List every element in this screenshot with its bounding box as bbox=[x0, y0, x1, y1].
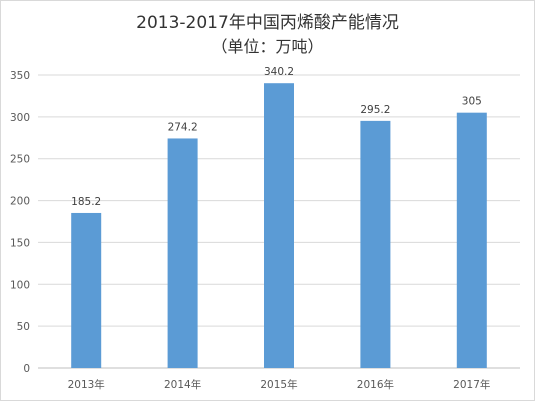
x-tick-label: 2017年 bbox=[453, 378, 490, 391]
data-label: 185.2 bbox=[71, 196, 101, 208]
x-tick-label: 2014年 bbox=[164, 378, 201, 391]
bar-2017年 bbox=[456, 112, 487, 369]
y-tick-label: 250 bbox=[10, 154, 30, 166]
y-tick-label: 150 bbox=[10, 237, 30, 249]
x-axis: 2013年 2014年 2015年 2016年 2017年 bbox=[68, 378, 491, 391]
bar-2013年 bbox=[71, 212, 102, 368]
y-tick-label: 50 bbox=[17, 321, 30, 333]
y-axis: 0 50 100 150 200 250 300 350 bbox=[10, 70, 30, 375]
bar-2014年 bbox=[167, 138, 198, 368]
data-labels: 185.2 274.2 340.2 295.2 305 bbox=[71, 66, 482, 208]
data-label: 305 bbox=[462, 96, 482, 108]
chart-subtitle: （单位：万吨） bbox=[211, 37, 324, 56]
bar-2016年 bbox=[360, 120, 391, 368]
data-label: 340.2 bbox=[264, 66, 294, 78]
y-tick-label: 300 bbox=[10, 112, 30, 124]
bars bbox=[71, 83, 487, 369]
data-label: 274.2 bbox=[168, 121, 198, 133]
chart-title: 2013-2017年中国丙烯酸产能情况 bbox=[136, 13, 399, 33]
data-label: 295.2 bbox=[360, 104, 390, 116]
y-tick-label: 350 bbox=[10, 70, 30, 82]
y-tick-label: 200 bbox=[10, 196, 30, 208]
x-tick-label: 2016年 bbox=[357, 378, 394, 391]
y-tick-label: 0 bbox=[23, 363, 30, 375]
x-tick-label: 2015年 bbox=[260, 378, 297, 391]
bar-2015年 bbox=[264, 83, 294, 368]
x-tick-label: 2013年 bbox=[68, 378, 105, 391]
y-tick-label: 100 bbox=[10, 279, 30, 291]
